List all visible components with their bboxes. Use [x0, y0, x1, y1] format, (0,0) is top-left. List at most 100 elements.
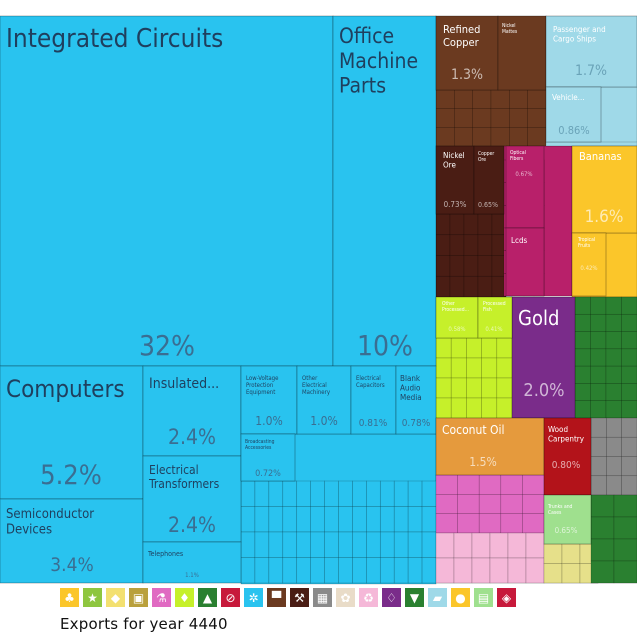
minor-tile: [407, 531, 423, 558]
tile-wood-carpentry: [543, 417, 592, 496]
tile-nickel-ore: [435, 145, 475, 215]
minor-tile: [590, 475, 607, 496]
tile-value-passenger-and-cargo-ships: 1.7%: [575, 63, 607, 79]
tile-label-insulated: Insulated...: [149, 376, 219, 392]
minor-tile: [522, 513, 545, 534]
minor-tile: [590, 313, 607, 332]
minor-tile: [435, 532, 455, 559]
minor-tile: [366, 480, 381, 507]
tile-value-insulated: 2.4%: [168, 425, 216, 449]
minor-tile: [268, 480, 284, 507]
gem-icon: ●: [451, 588, 470, 607]
gears-icon: ✲: [244, 588, 263, 607]
minor-tile: [454, 127, 473, 147]
minor-tile: [310, 557, 325, 584]
minor-tile: [509, 127, 528, 147]
minor-tile: [407, 506, 423, 533]
minor-tile: [472, 89, 492, 109]
minor-tile: [457, 474, 480, 495]
tile-low-voltage-protection-equipment: [240, 365, 298, 435]
minor-tile: [472, 127, 492, 147]
tile-label-broadcasting-accessories: Broadcasting Accessories: [245, 439, 275, 451]
minor-tile: [478, 474, 502, 495]
tile-electrical-capacitors: [350, 365, 397, 435]
tile-lcds: [505, 227, 545, 297]
minor-tile: [561, 543, 581, 564]
minor-tile: [454, 108, 473, 128]
flask-icon: ⚗: [152, 588, 171, 607]
tile-blank-audio-media: [395, 365, 437, 435]
minor-tile: [606, 475, 622, 496]
minor-tile: [621, 348, 637, 367]
tile-label-coconut-oil: Coconut Oil: [442, 423, 505, 437]
minor-tile: [379, 506, 395, 533]
tile-value-optical-fibers: 0.67%: [515, 171, 532, 178]
minor-tile: [621, 365, 637, 384]
tile-other-processed: [435, 296, 479, 339]
minor-tile: [527, 108, 547, 128]
tile-label-integrated-circuits: Integrated Circuits: [6, 24, 223, 54]
minor-tile: [621, 331, 637, 350]
minor-tile: [324, 557, 339, 584]
minor-tile: [282, 557, 298, 584]
tile-integrated-circuits: [0, 15, 334, 367]
tile-label-passenger-and-cargo-ships: Passenger and Cargo Ships: [553, 25, 606, 43]
tile-label-vehicle: Vehicle...: [552, 93, 585, 102]
minor-tile: [352, 506, 367, 533]
minor-tile: [453, 557, 473, 584]
minor-tile: [379, 531, 395, 558]
minor-tile: [605, 365, 622, 384]
tile-other-electrical-machinery: [296, 365, 352, 435]
anvil-icon: ▀: [267, 588, 286, 607]
minor-tile: [522, 474, 545, 495]
minor-tile: [478, 494, 502, 514]
minor-tile: [268, 557, 284, 584]
minor-tile: [240, 506, 256, 533]
minor-tile: [421, 506, 437, 533]
minor-tile: [481, 357, 498, 379]
minor-tile: [466, 357, 482, 379]
tile-value-bananas: 1.6%: [585, 207, 624, 227]
tile-coconut-oil: [435, 417, 545, 476]
caption: Exports for year 4440: [60, 615, 228, 633]
minor-tile: [490, 89, 510, 109]
minor-tile: [352, 557, 367, 584]
tile-telephones: [142, 541, 242, 584]
tag-icon: ◈: [497, 588, 516, 607]
minor-tile: [282, 480, 298, 507]
tile-processed-fish: [477, 296, 513, 339]
minor-tile: [590, 417, 607, 438]
minor-tile: [421, 531, 437, 558]
minor-tile: [435, 213, 451, 236]
recycle-icon: ♻: [359, 588, 378, 607]
minor-tile: [496, 397, 513, 419]
minor-tile: [310, 480, 325, 507]
minor-tile: [450, 397, 467, 419]
tile-value-electrical-capacitors: 0.81%: [359, 418, 388, 429]
minor-tile: [621, 296, 637, 315]
minor-tile: [352, 531, 367, 558]
tile-bananas: [571, 145, 637, 234]
tile-label-electrical-capacitors: Electrical Capacitors: [356, 375, 385, 389]
minor-tile: [435, 357, 452, 379]
minor-tile: [471, 532, 491, 559]
minor-tile: [590, 516, 615, 540]
minor-tile: [545, 141, 637, 147]
minor-tile: [574, 400, 591, 419]
briefcase-icon: ▤: [474, 588, 493, 607]
minor-tile: [324, 480, 339, 507]
minor-tile: [421, 480, 437, 507]
tile-value-office-machine-parts: 10%: [357, 329, 413, 362]
minor-tile: [605, 296, 622, 315]
minor-tile: [590, 348, 607, 367]
tile-value-integrated-circuits: 32%: [139, 329, 195, 362]
tile-value-refined-copper: 1.3%: [451, 67, 483, 83]
minor-tile: [407, 557, 423, 584]
minor-tile: [574, 313, 591, 332]
minor-tile: [435, 513, 458, 534]
minor-tile: [282, 506, 298, 533]
minor-tile: [590, 383, 607, 402]
tile-value-trunks-and-cases: 0.65%: [555, 526, 578, 535]
minor-tile: [435, 275, 451, 298]
